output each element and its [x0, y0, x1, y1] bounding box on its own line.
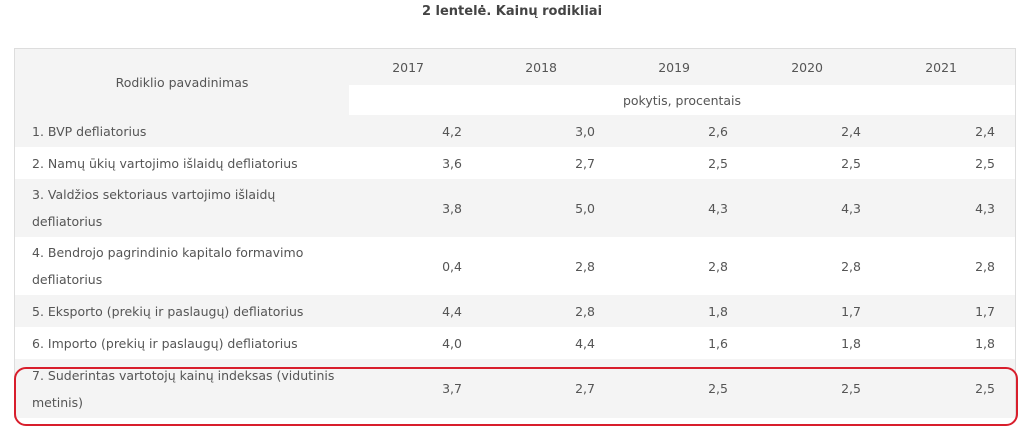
cell-value: 2,8	[482, 295, 615, 327]
column-header-year: 2021	[881, 49, 1015, 85]
cell-value: 4,4	[482, 327, 615, 359]
cell-value: 3,6	[349, 147, 482, 179]
cell-value: 2,5	[881, 147, 1015, 179]
row-label: 2. Namų ūkių vartojimo išlaidų defliator…	[15, 147, 349, 179]
cell-value: 2,8	[748, 237, 881, 295]
unit-header: pokytis, procentais	[349, 85, 1015, 115]
cell-value: 1,6	[615, 327, 748, 359]
cell-value: 1,8	[881, 327, 1015, 359]
header-row-years: Rodiklio pavadinimas 2017 2018 2019 2020…	[15, 49, 1015, 115]
cell-value: 4,3	[615, 179, 748, 237]
table-row: 6. Importo (prekių ir paslaugų) defliato…	[15, 327, 1015, 359]
cell-value: 1,7	[881, 295, 1015, 327]
table-row: 2. Namų ūkių vartojimo išlaidų defliator…	[15, 147, 1015, 179]
cell-value: 2,5	[748, 359, 881, 418]
table-row: 1. BVP defliatorius 4,2 3,0 2,6 2,4 2,4	[15, 115, 1015, 147]
table-row: 3. Valdžios sektoriaus vartojimo išlaidų…	[15, 179, 1015, 237]
cell-value: 4,3	[748, 179, 881, 237]
cell-value: 3,7	[349, 359, 482, 418]
table-row-highlighted: 7. Suderintas vartotojų kainų indeksas (…	[15, 359, 1015, 418]
cell-value: 2,8	[615, 237, 748, 295]
cell-value: 2,5	[881, 359, 1015, 418]
row-label: 7. Suderintas vartotojų kainų indeksas (…	[15, 359, 349, 418]
table-row: 4. Bendrojo pagrindinio kapitalo formavi…	[15, 237, 1015, 295]
row-label: 3. Valdžios sektoriaus vartojimo išlaidų…	[15, 179, 349, 237]
cell-value: 2,8	[482, 237, 615, 295]
cell-value: 2,7	[482, 147, 615, 179]
cell-value: 0,4	[349, 237, 482, 295]
column-header-year: 2019	[615, 49, 748, 85]
column-header-name: Rodiklio pavadinimas	[15, 49, 349, 115]
row-label: 5. Eksporto (prekių ir paslaugų) defliat…	[15, 295, 349, 327]
cell-value: 4,3	[881, 179, 1015, 237]
cell-value: 4,0	[349, 327, 482, 359]
cell-value: 2,5	[615, 147, 748, 179]
cell-value: 2,5	[748, 147, 881, 179]
cell-value: 5,0	[482, 179, 615, 237]
cell-value: 2,7	[482, 359, 615, 418]
header-row-unit: pokytis, procentais	[15, 85, 1015, 115]
cell-value: 1,7	[748, 295, 881, 327]
cell-value: 1,8	[748, 327, 881, 359]
table-title: 2 lentelė. Kainų rodikliai	[421, 4, 603, 19]
column-header-year: 2017	[349, 49, 482, 85]
cell-value: 4,2	[349, 115, 482, 147]
cell-value: 1,8	[615, 295, 748, 327]
cell-value: 2,6	[615, 115, 748, 147]
cell-value: 2,8	[881, 237, 1015, 295]
cell-value: 2,5	[615, 359, 748, 418]
table-container: Rodiklio pavadinimas 2017 2018 2019 2020…	[14, 48, 1016, 418]
price-indicators-table: Rodiklio pavadinimas 2017 2018 2019 2020…	[15, 49, 1015, 418]
row-label: 4. Bendrojo pagrindinio kapitalo formavi…	[15, 237, 349, 295]
table-row: 5. Eksporto (prekių ir paslaugų) defliat…	[15, 295, 1015, 327]
column-header-year: 2018	[482, 49, 615, 85]
cell-value: 4,4	[349, 295, 482, 327]
column-header-year: 2020	[748, 49, 881, 85]
cell-value: 3,8	[349, 179, 482, 237]
cell-value: 3,0	[482, 115, 615, 147]
row-label: 6. Importo (prekių ir paslaugų) defliato…	[15, 327, 349, 359]
cell-value: 2,4	[748, 115, 881, 147]
row-label: 1. BVP defliatorius	[15, 115, 349, 147]
cell-value: 2,4	[881, 115, 1015, 147]
